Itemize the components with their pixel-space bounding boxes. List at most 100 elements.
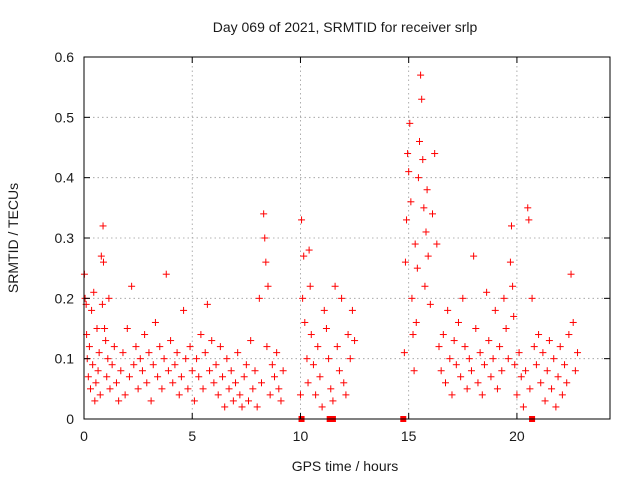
data-point	[346, 355, 354, 363]
data-point	[251, 367, 259, 375]
grid-layer	[84, 57, 610, 419]
data-point	[184, 385, 192, 393]
data-point	[95, 349, 103, 357]
data-point	[340, 379, 348, 387]
data-point	[121, 391, 129, 399]
data-point	[232, 379, 240, 387]
data-point	[403, 216, 411, 224]
data-point	[193, 355, 201, 363]
data-point	[306, 282, 314, 290]
data-point	[439, 331, 447, 339]
data-point	[539, 349, 547, 357]
x-axis-label: GPS time / hours	[292, 458, 399, 474]
data-point	[268, 361, 276, 369]
data-point	[496, 343, 504, 351]
data-point	[422, 228, 430, 236]
data-point	[214, 391, 222, 399]
data-point	[322, 325, 330, 332]
data-point	[223, 355, 231, 363]
y-tick-label: 0.1	[55, 351, 75, 367]
data-point	[210, 379, 218, 387]
data-point	[571, 367, 579, 375]
data-point	[467, 367, 475, 375]
x-tick-label: 0	[80, 428, 88, 444]
data-point	[301, 318, 309, 326]
data-point	[545, 337, 553, 345]
data-point	[509, 282, 517, 290]
data-point	[401, 258, 409, 266]
data-point	[177, 373, 185, 381]
data-point	[508, 222, 516, 230]
data-point	[99, 222, 107, 230]
data-point	[412, 318, 420, 326]
data-point	[448, 391, 456, 399]
data-point	[541, 397, 549, 405]
data-point	[314, 343, 322, 351]
data-point	[180, 306, 188, 314]
data-point	[298, 216, 306, 224]
y-axis-label: SRMTID / TECUs	[5, 183, 21, 293]
data-point	[203, 300, 211, 308]
data-point	[158, 385, 166, 393]
data-point	[300, 252, 308, 260]
data-point	[485, 337, 493, 345]
data-point	[312, 391, 320, 399]
data-point	[125, 373, 133, 381]
chart-title: Day 069 of 2021, SRMTID for receiver srl…	[213, 19, 478, 35]
data-point	[128, 282, 136, 290]
data-point	[543, 367, 551, 375]
data-point	[416, 137, 424, 145]
data-point	[92, 379, 100, 387]
data-point	[264, 282, 272, 290]
data-point	[143, 379, 151, 387]
data-point	[435, 343, 443, 351]
data-point	[119, 349, 127, 357]
data-point	[206, 367, 214, 375]
data-point	[567, 270, 575, 278]
data-point	[188, 367, 196, 375]
data-point	[333, 343, 341, 351]
data-point	[94, 367, 102, 375]
data-point	[446, 355, 454, 363]
data-point	[238, 403, 246, 411]
data-point	[90, 288, 98, 296]
data-point	[249, 385, 257, 393]
data-point	[227, 367, 235, 375]
data-point	[563, 379, 571, 387]
data-point	[173, 349, 181, 357]
x-axis-ticks: 0 5 10 15 20	[80, 57, 525, 444]
data-point	[149, 361, 157, 369]
data-point	[96, 391, 104, 399]
data-point	[299, 294, 307, 302]
data-point	[145, 349, 153, 357]
data-point	[574, 349, 582, 357]
data-point	[461, 343, 469, 351]
data-point	[558, 391, 566, 399]
data-point	[465, 355, 473, 363]
data-point	[476, 349, 484, 357]
data-point	[452, 361, 460, 369]
data-point	[411, 240, 419, 248]
data-point	[261, 234, 269, 242]
data-point	[515, 349, 523, 357]
data-point	[420, 204, 428, 212]
x-tick-label: 15	[401, 428, 417, 444]
data-point	[457, 373, 465, 381]
data-point	[404, 150, 412, 158]
data-point	[417, 71, 425, 79]
data-point	[433, 240, 441, 248]
data-point	[561, 361, 569, 369]
data-point	[147, 397, 155, 405]
data-point	[502, 325, 510, 332]
data-point	[530, 343, 538, 351]
data-point	[103, 373, 111, 381]
data-point	[175, 391, 183, 399]
data-point	[344, 331, 352, 339]
data-point	[130, 361, 138, 369]
data-point	[225, 385, 233, 393]
data-point	[342, 391, 350, 399]
data-point	[262, 258, 270, 266]
data-point	[320, 306, 328, 314]
data-point	[138, 367, 146, 375]
y-tick-label: 0.4	[55, 170, 75, 186]
